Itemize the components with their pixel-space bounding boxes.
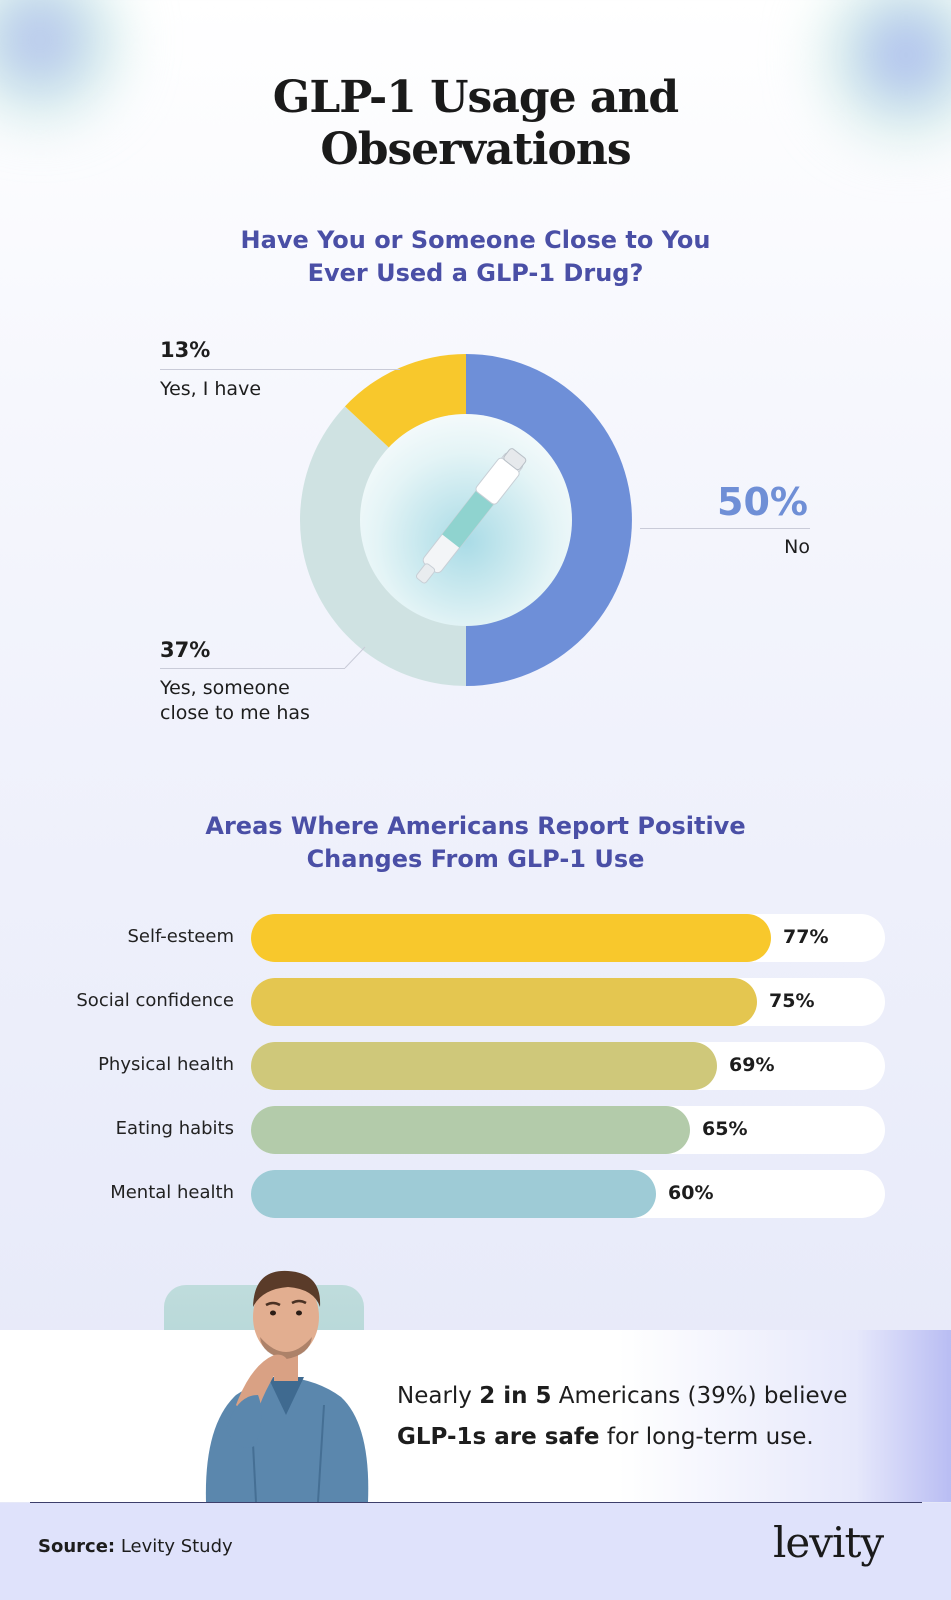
- footer: [0, 1503, 951, 1600]
- source-text: Levity Study: [115, 1536, 233, 1557]
- bar-row: Self-esteem 77%: [0, 914, 951, 962]
- bar-row: Eating habits 65%: [0, 1106, 951, 1154]
- bar-category-label: Mental health: [110, 1182, 234, 1203]
- callout-highlight-2: GLP-1s are safe: [397, 1424, 600, 1450]
- source-label: Source:: [38, 1536, 116, 1557]
- callout-line-1: Nearly 2 in 5 Americans (39%) believe: [397, 1376, 917, 1417]
- bar-chart-title-line-1: Areas Where Americans Report Positive: [205, 812, 746, 840]
- bar-value-label: 75%: [769, 990, 815, 1012]
- bar-row: Mental health 60%: [0, 1170, 951, 1218]
- bar: [251, 978, 757, 1026]
- bar-value-label: 65%: [702, 1118, 748, 1140]
- slice-label-someone-close-line-1: Yes, someone: [160, 677, 290, 699]
- leader-line-yes-i-have: [160, 369, 400, 370]
- bar: [251, 1042, 717, 1090]
- bar-row: Social confidence 75%: [0, 978, 951, 1026]
- bar-row: Physical health 69%: [0, 1042, 951, 1090]
- bar-category-label: Physical health: [98, 1054, 234, 1075]
- donut-chart: [300, 354, 632, 686]
- levity-logo: levity: [773, 1518, 884, 1567]
- bar-category-label: Self-esteem: [127, 926, 234, 947]
- leader-line-no: [640, 528, 810, 529]
- leader-line-someone-close: [160, 668, 345, 669]
- callout-text-part-3: for long-term use.: [599, 1424, 814, 1450]
- page-title-line-2: Observations: [320, 124, 631, 175]
- bar-category-label: Eating habits: [115, 1118, 234, 1139]
- slice-label-someone-close: Yes, someone close to me has: [160, 676, 310, 726]
- footer-divider: [30, 1502, 922, 1503]
- thinking-man-image: [205, 1270, 369, 1502]
- bar-category-label: Social confidence: [76, 990, 234, 1011]
- donut-chart-title: Have You or Someone Close to You Ever Us…: [0, 224, 951, 290]
- page-title-line-1: GLP-1 Usage and: [272, 72, 679, 123]
- bar: [251, 1106, 690, 1154]
- donut-chart-title-line-2: Ever Used a GLP-1 Drug?: [307, 259, 644, 287]
- injection-pen-icon: [415, 448, 527, 584]
- callout-panel: [0, 1330, 951, 1502]
- bar-value-label: 77%: [783, 926, 829, 948]
- bar: [251, 1170, 656, 1218]
- slice-label-no: No: [784, 536, 810, 558]
- page-title: GLP-1 Usage and Observations: [0, 72, 951, 176]
- slice-label-someone-close-line-2: close to me has: [160, 702, 310, 724]
- slice-label-yes-i-have: Yes, I have: [160, 378, 262, 400]
- source-citation: Source: Levity Study: [38, 1536, 233, 1557]
- callout-highlight-1: 2 in 5: [479, 1383, 552, 1409]
- donut-chart-title-line-1: Have You or Someone Close to You: [240, 226, 711, 254]
- bar-chart-title-line-2: Changes From GLP-1 Use: [306, 845, 645, 873]
- slice-label-yes-i-have-percent: 13%: [160, 338, 211, 362]
- callout-line-2: GLP-1s are safe for long-term use.: [397, 1417, 917, 1458]
- bar: [251, 914, 771, 962]
- slice-label-someone-close-percent: 37%: [160, 638, 211, 662]
- slice-label-no-percent: 50%: [717, 480, 808, 524]
- bar-chart-title: Areas Where Americans Report Positive Ch…: [0, 810, 951, 876]
- callout-text: Nearly 2 in 5 Americans (39%) believe GL…: [397, 1376, 917, 1458]
- callout-text-part-1: Nearly: [397, 1383, 480, 1409]
- callout-text-part-2: Americans (39%) believe: [551, 1383, 848, 1409]
- bar-value-label: 69%: [729, 1054, 775, 1076]
- bar-value-label: 60%: [668, 1182, 714, 1204]
- leader-line-someone-close-diagonal: [344, 646, 366, 669]
